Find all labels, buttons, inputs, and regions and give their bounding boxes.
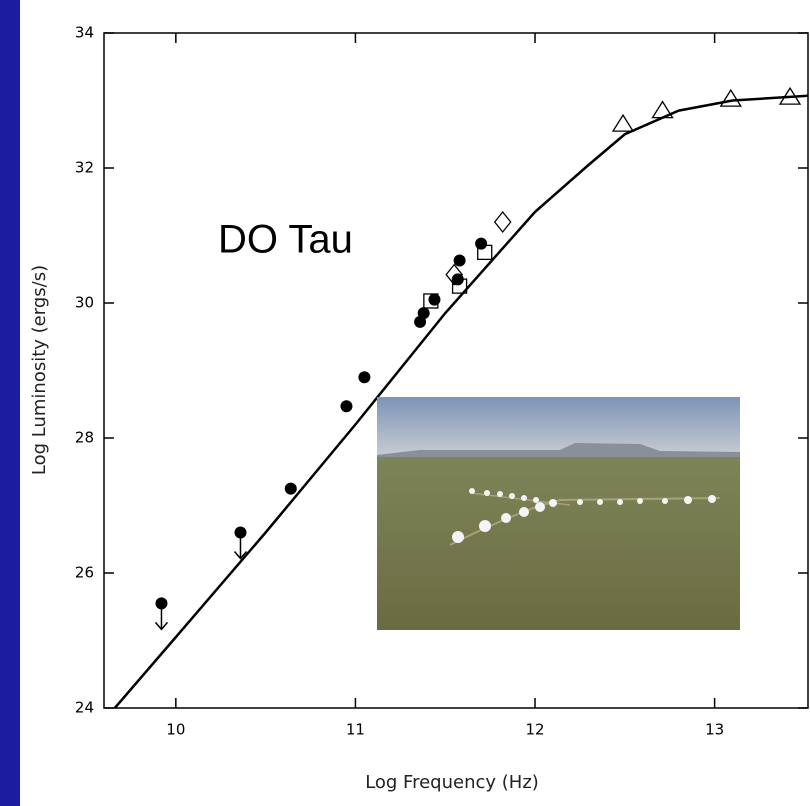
data-point <box>340 400 353 413</box>
data-point <box>493 210 512 234</box>
x-tick-label: 13 <box>705 721 724 739</box>
data-point <box>719 88 742 107</box>
y-axis-label: Log Luminosity (ergs/s) <box>29 265 50 475</box>
x-tick-label: 12 <box>525 721 544 739</box>
data-point <box>451 278 468 294</box>
x-axis-label: Log Frequency (Hz) <box>365 772 539 793</box>
data-point <box>453 254 466 267</box>
data-point <box>284 482 297 495</box>
x-tick-label: 11 <box>346 721 365 739</box>
y-tick-label: 34 <box>75 24 94 42</box>
plot-frame <box>103 32 809 709</box>
annotation: DO Tau <box>218 218 353 262</box>
data-point <box>358 371 371 384</box>
y-tick-label: 30 <box>75 294 94 312</box>
x-tick-label: 10 <box>166 721 185 739</box>
vla-photo <box>377 397 740 630</box>
data-point <box>445 263 464 286</box>
data-point <box>423 293 439 309</box>
y-tick-label: 28 <box>75 429 94 447</box>
data-point <box>475 237 488 250</box>
data-point <box>417 307 430 320</box>
data-point <box>611 113 635 132</box>
data-point <box>428 293 441 306</box>
upper-limit-arrow <box>154 603 169 631</box>
data-point <box>477 244 493 261</box>
model-curve <box>113 94 809 709</box>
y-tick-label: 24 <box>75 699 94 717</box>
y-tick-label: 32 <box>75 159 94 177</box>
upper-limit-arrow <box>233 532 248 560</box>
y-tick-label: 26 <box>75 564 94 582</box>
